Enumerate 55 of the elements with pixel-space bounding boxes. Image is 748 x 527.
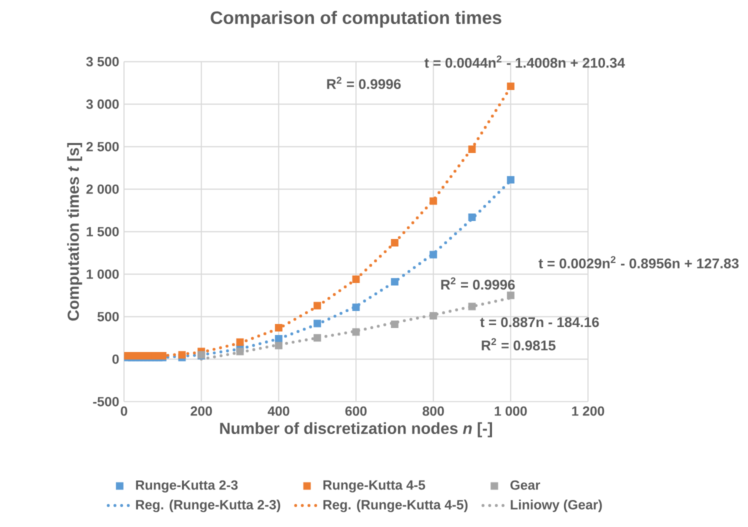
point (430, 312, 438, 320)
legend-label: Gear (510, 480, 540, 490)
x-axis-title: Number of discretization nodes n [-] (220, 422, 492, 438)
y-tick-label: -500 (93, 396, 119, 406)
point (352, 304, 360, 312)
legend-label: Runge-Kutta 4-5 (323, 480, 426, 492)
x-tick-label: 0 (120, 406, 128, 416)
point (274, 335, 282, 342)
y-axis-title: Computation times t [s] (67, 142, 82, 321)
point (314, 334, 322, 342)
x-tick-label: 600 (345, 406, 367, 416)
point (314, 302, 322, 310)
y-tick-label: 1 000 (86, 269, 119, 279)
annotation: t = 0.887n - 184.16 (480, 317, 599, 328)
y-tick-label: 2 500 (86, 142, 119, 152)
point (468, 302, 476, 310)
y-tick-label: 3 500 (86, 56, 119, 66)
x-tick-label: 1 200 (572, 406, 604, 416)
y-tick-label: 3 000 (86, 99, 119, 109)
annotation: R$^{2}$ = 0.9815 (482, 338, 556, 350)
point (178, 351, 186, 359)
point (274, 342, 282, 350)
annotation: R$^{2}$ = 0.9996 (441, 277, 515, 290)
point (274, 324, 282, 332)
point (390, 320, 398, 328)
point (430, 197, 438, 205)
annotation: t = 0.0029n$^{2}$ - 0.8956n + 127.83 (538, 256, 739, 268)
y-tick-label: 1 500 (86, 226, 119, 236)
point (352, 276, 360, 283)
point (390, 238, 398, 246)
point (506, 176, 514, 184)
chart-title: Comparison of computation times (210, 10, 502, 28)
x-tick-label: 200 (190, 406, 212, 416)
point (236, 348, 244, 356)
y-tick-label: 500 (97, 312, 119, 322)
legend-label: Liniowy (Gear) (510, 500, 602, 512)
x-tick-label: 400 (268, 406, 290, 416)
point (506, 292, 514, 300)
x-tick-label: 800 (422, 406, 444, 416)
point (390, 278, 398, 286)
annotation: R$^{2}$ = 0.9996 (327, 76, 401, 90)
point (314, 320, 322, 328)
y-tick-label: 0 (112, 354, 119, 364)
point (352, 328, 360, 336)
point (236, 338, 244, 346)
legend-label: Reg. (Runge-Kutta 4-5) (323, 500, 468, 512)
legend-label: Reg. (Runge-Kutta 2-3) (136, 500, 280, 512)
annotation: t = 0.0044n$^{2}$ - 1.4008n + 210.34 (424, 56, 625, 68)
x-tick-label: 1 000 (494, 406, 527, 416)
point (468, 213, 476, 221)
point (430, 250, 438, 258)
legend-label: Runge-Kutta 2-3 (136, 480, 238, 492)
point (506, 82, 514, 90)
point (468, 145, 476, 153)
y-tick-label: 2 000 (86, 184, 119, 194)
